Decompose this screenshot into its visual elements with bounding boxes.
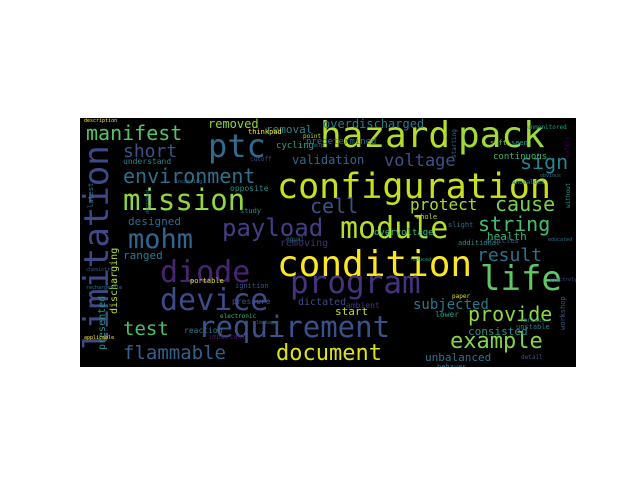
word-program: program bbox=[290, 265, 421, 301]
word-cause: cause bbox=[495, 192, 556, 216]
word-diode: diode bbox=[160, 255, 251, 290]
word-designed: designed bbox=[128, 215, 181, 228]
word-string: string bbox=[478, 212, 551, 236]
word-electrolyte: electrolyte bbox=[550, 277, 576, 283]
word-continuous: continuous bbox=[493, 152, 548, 162]
word-additional: additional bbox=[458, 239, 501, 247]
word-various: various bbox=[520, 317, 546, 324]
word-without: without bbox=[565, 182, 572, 208]
word-starting: starting bbox=[451, 129, 458, 158]
word-hazard: hazard bbox=[320, 118, 451, 156]
word-lower: lower bbox=[435, 310, 460, 319]
word-seen: seen bbox=[511, 139, 528, 147]
word-voltage: voltage bbox=[384, 151, 456, 171]
word-incurring: incurring bbox=[175, 179, 203, 185]
word-unstable: unstable bbox=[516, 323, 550, 331]
word-unbalanced: unbalanced bbox=[425, 351, 492, 364]
word-important: important bbox=[208, 333, 246, 341]
word-chemistry: chemistry bbox=[86, 267, 114, 273]
word-dictated: dictated bbox=[298, 297, 347, 308]
word-ranged: ranged bbox=[123, 249, 163, 262]
word-study: study bbox=[240, 207, 262, 215]
word-pack: pack bbox=[458, 118, 545, 156]
word-whole: whole bbox=[416, 213, 438, 221]
word-cell: cell bbox=[310, 194, 359, 218]
word-cutoff: cutoff bbox=[250, 156, 272, 163]
word-help: help bbox=[312, 143, 325, 149]
word-condition: condition bbox=[277, 244, 473, 285]
word-removal: removal bbox=[266, 123, 313, 136]
word-unmonitored: unmonitored bbox=[527, 124, 567, 131]
word-behaves: behaves bbox=[437, 363, 467, 368]
word-result: result bbox=[477, 245, 543, 266]
word-environment: environment bbox=[123, 164, 256, 188]
word-requirement: requirement bbox=[198, 310, 391, 344]
word-document: document bbox=[276, 341, 382, 366]
word-understand: understand bbox=[123, 157, 172, 166]
word-validation: validation bbox=[292, 153, 365, 167]
word-discharging: discharging bbox=[109, 247, 120, 314]
word-consisted: consisted bbox=[468, 325, 528, 338]
word-mohm: mohm bbox=[128, 224, 194, 255]
word-flammable: flammable bbox=[123, 342, 226, 364]
word-mission: mission bbox=[123, 183, 246, 217]
word-life: life bbox=[480, 259, 562, 299]
word-removed: removed bbox=[208, 118, 259, 131]
word-test: test bbox=[123, 318, 169, 340]
word-pressure: pressure bbox=[232, 297, 271, 306]
word-predetermined: predetermined bbox=[306, 137, 377, 147]
word-configuration: configuration bbox=[277, 167, 551, 207]
word-overvoltage: overvoltage bbox=[374, 228, 434, 238]
word-thinkpad: thinkpad bbox=[248, 128, 282, 136]
word-subjected: subjected bbox=[413, 297, 489, 313]
word-payload: payload bbox=[222, 214, 324, 242]
word-cycling: cycling bbox=[276, 141, 314, 151]
word-electronic: electronic bbox=[220, 313, 257, 320]
word-rechargeable: rechargeable bbox=[86, 285, 123, 291]
word-obvious: obvious bbox=[540, 173, 562, 179]
word-ptc: ptc bbox=[208, 127, 266, 165]
word-ambient: ambient bbox=[346, 301, 380, 310]
word-applicable: applicable bbox=[84, 335, 115, 341]
word-slight: slight bbox=[448, 221, 474, 229]
word-workshop: workshop bbox=[559, 296, 567, 330]
word-health: health bbox=[487, 230, 527, 243]
word-portable: portable bbox=[190, 277, 224, 285]
word-ignition: ignition bbox=[235, 282, 269, 290]
word-anomalous: anomalous bbox=[512, 179, 545, 186]
word-educated: educated bbox=[548, 237, 573, 243]
word-overdischarged: overdischarged bbox=[323, 118, 425, 131]
word-description: description bbox=[84, 118, 118, 124]
word-paper: paper bbox=[452, 293, 471, 300]
word-device: device bbox=[160, 283, 269, 318]
word-sign: sign bbox=[520, 150, 569, 174]
word-short: short bbox=[123, 141, 178, 162]
word-reaction: reaction bbox=[184, 326, 223, 335]
word-detail: detail bbox=[521, 354, 543, 361]
word-latest: latest bbox=[87, 182, 95, 208]
word-reduced: reduced bbox=[410, 257, 432, 263]
word-removing: removing bbox=[280, 238, 329, 249]
word-point: point bbox=[303, 133, 322, 140]
word-protect: protect bbox=[410, 195, 478, 214]
word-start: start bbox=[335, 305, 369, 318]
word-soft: soft bbox=[490, 139, 507, 147]
word-example: example bbox=[450, 329, 543, 354]
word-safely: safely bbox=[564, 136, 571, 158]
word-equal: equal bbox=[286, 236, 305, 243]
word-manifest: manifest bbox=[86, 121, 183, 145]
word-provide: provide bbox=[468, 302, 553, 326]
word-cloud: hazard pack configuration condition miss… bbox=[80, 118, 576, 367]
word-module: module bbox=[340, 211, 449, 246]
word-leakage: leakage bbox=[256, 320, 278, 326]
word-articles: articles bbox=[485, 237, 519, 245]
word-presented: presented bbox=[97, 295, 108, 350]
word-opposite: opposite bbox=[230, 184, 269, 193]
word-degraded: degraded bbox=[145, 189, 151, 214]
